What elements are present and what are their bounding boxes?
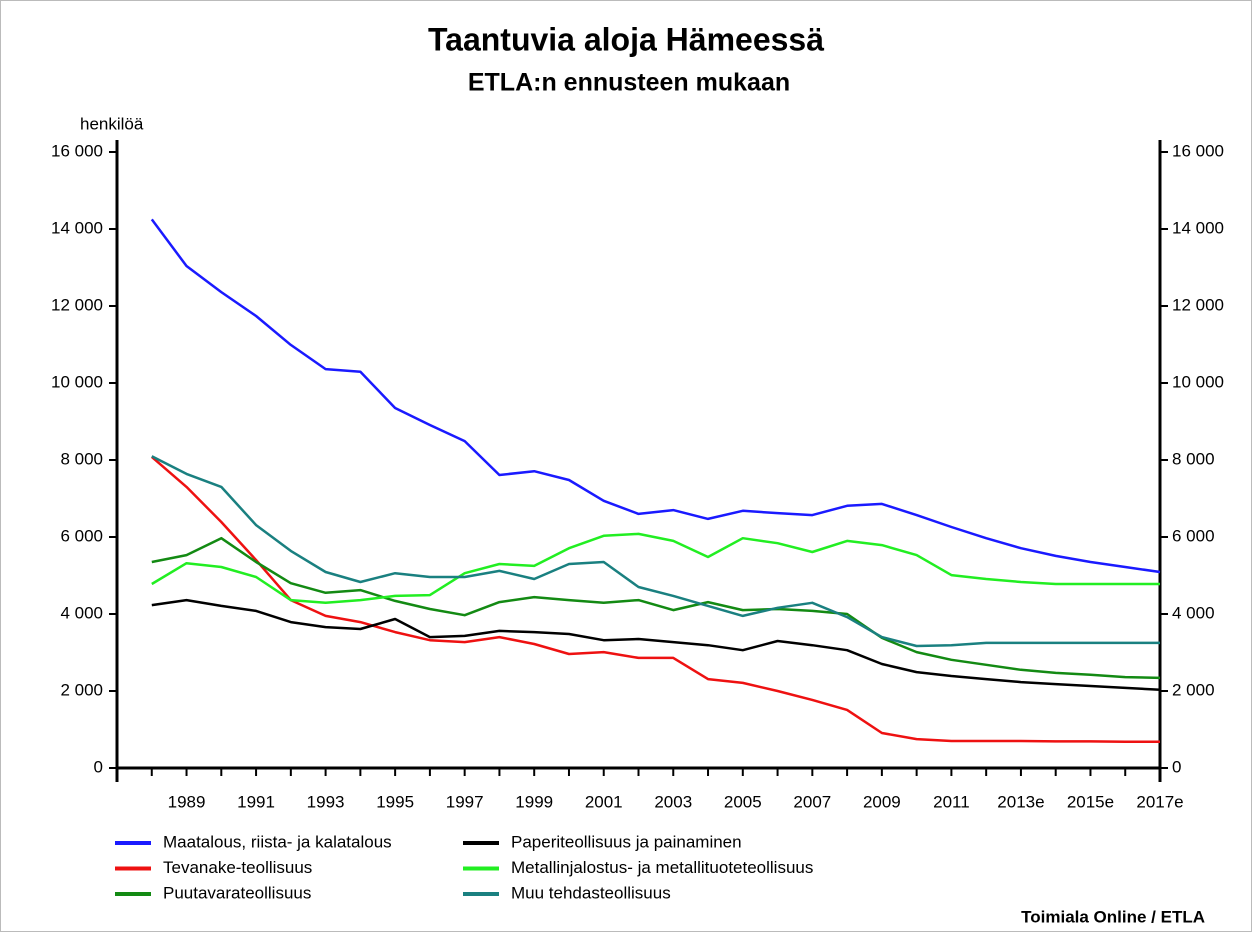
x-tick-label: 1995 <box>376 792 414 811</box>
y-tick-label: 6 000 <box>60 526 103 545</box>
x-tick-label: 2001 <box>585 792 623 811</box>
x-tick-label: 1999 <box>515 792 553 811</box>
y-tick-label: 10 000 <box>51 372 103 391</box>
y2-tick-label: 12 000 <box>1172 295 1224 314</box>
y2-tick-label: 10 000 <box>1172 372 1224 391</box>
legend-label: Puutavarateollisuus <box>163 883 311 902</box>
y2-tick-label: 0 <box>1172 757 1181 776</box>
y-tick-label: 8 000 <box>60 449 103 468</box>
x-tick-label: 2005 <box>724 792 762 811</box>
y-tick-label: 12 000 <box>51 295 103 314</box>
y2-tick-label: 16 000 <box>1172 141 1224 160</box>
y2-tick-label: 14 000 <box>1172 218 1224 237</box>
x-tick-label: 2009 <box>863 792 901 811</box>
x-tick-label: 1997 <box>446 792 484 811</box>
chart-subtitle: ETLA:n ennusteen mukaan <box>468 69 790 97</box>
y-tick-label: 2 000 <box>60 680 103 699</box>
source: Toimiala Online / ETLA <box>1021 907 1205 926</box>
x-tick-label: 1989 <box>168 792 206 811</box>
x-tick-label: 2003 <box>654 792 692 811</box>
x-tick-label: 2015e <box>1067 792 1114 811</box>
series-line <box>150 455 1160 744</box>
y-tick-label: 4 000 <box>60 603 103 622</box>
y-tick-label: 16 000 <box>51 141 103 160</box>
y2-tick-label: 6 000 <box>1172 526 1215 545</box>
y-tick-label: 14 000 <box>51 218 103 237</box>
series-line <box>151 536 1161 680</box>
x-tick-label: 2011 <box>933 792 970 811</box>
y-tick-label: 0 <box>94 757 103 776</box>
legend-label: Paperiteollisuus ja painaminen <box>511 832 742 851</box>
y-axis-label: henkilöä <box>80 114 144 133</box>
x-tick-label: 2007 <box>793 792 831 811</box>
x-tick-label: 1991 <box>237 792 275 811</box>
x-tick-label: 1993 <box>307 792 345 811</box>
legend-label: Maatalous, riista- ja kalatalous <box>163 832 392 851</box>
x-tick-label: 2017e <box>1136 792 1183 811</box>
legend-label: Metallinjalostus- ja metallituoteteollis… <box>511 858 813 877</box>
y2-tick-label: 4 000 <box>1172 603 1215 622</box>
y2-tick-label: 2 000 <box>1172 680 1215 699</box>
series-line <box>150 218 1161 574</box>
y2-tick-label: 8 000 <box>1172 449 1215 468</box>
series-line <box>151 598 1161 692</box>
chart-title: Taantuvia aloja Hämeessä <box>428 21 824 57</box>
legend-label: Muu tehdasteollisuus <box>511 883 671 902</box>
x-tick-label: 2013e <box>997 792 1044 811</box>
series-line <box>151 455 1160 648</box>
series-line <box>151 532 1160 605</box>
legend-label: Tevanake-teollisuus <box>163 858 312 877</box>
